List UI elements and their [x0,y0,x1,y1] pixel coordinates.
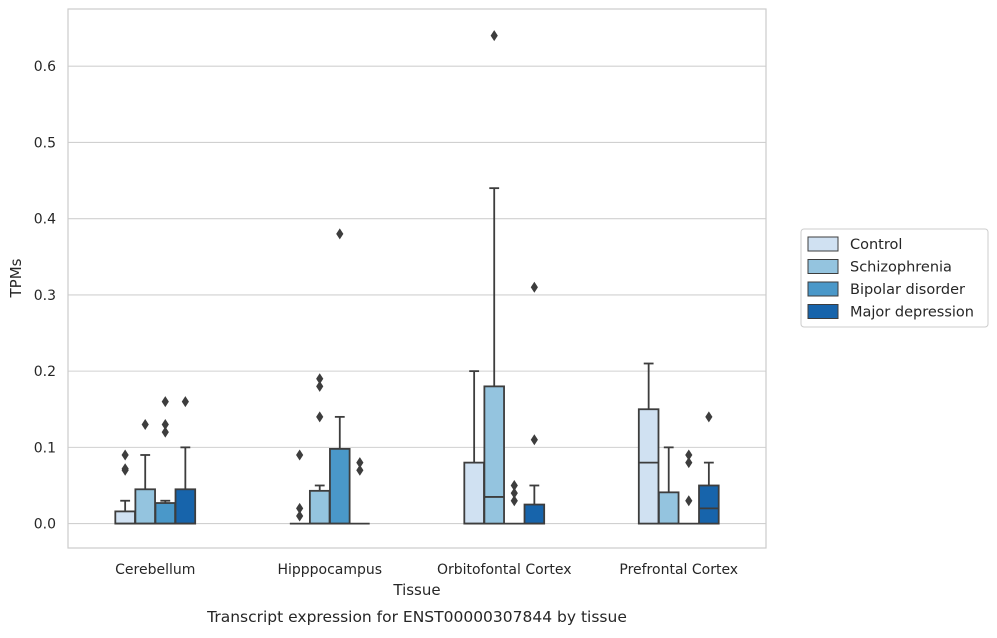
outlier-point [490,30,498,42]
box-2-1 [483,30,505,525]
box-0-3 [174,396,197,525]
box-body [698,484,720,525]
box-body [483,385,505,525]
legend-frame [800,228,989,328]
outlier-point [161,396,169,408]
legend-swatch [807,304,839,319]
box-3-1 [657,446,680,525]
box-body [523,503,546,525]
y-axis-label: TPMs [7,258,25,298]
outlier-point [510,495,518,507]
box-3-0 [637,362,660,525]
y-tick-label: 0.4 [34,212,56,228]
outlier-point [685,495,693,507]
y-tick-label: 0.0 [34,517,56,533]
figure-caption: Transcript expression for ENST0000030784… [206,608,627,626]
grid-lines [68,65,766,525]
y-tick-label: 0.6 [34,59,56,75]
legend-label: Control [850,237,902,253]
x-tick-label: Prefrontal Cortex [619,562,738,578]
box-body [174,488,197,525]
outlier-point [685,457,693,469]
x-tick-label: Cerebellum [115,562,195,578]
box-0-2 [154,396,177,525]
box-body [463,461,485,525]
outlier-point [161,426,169,438]
outlier-point [356,457,364,469]
box-1-3 [350,457,370,525]
outlier-point [510,479,518,491]
box-body [114,510,136,525]
box-2-0 [463,370,485,525]
y-tick-labels: 0.0 0.1 0.2 0.3 0.4 0.5 0.6 [34,59,56,532]
y-tick-label: 0.1 [34,440,56,456]
plot-frame [67,8,767,549]
legend-swatch [807,259,839,274]
legend-swatch [807,281,839,297]
box-0-1 [134,418,156,525]
outlier-point [296,502,304,514]
x-tick-label: Orbitofontal Cortex [437,562,572,578]
box-3-2 [678,449,699,525]
outlier-point [530,434,538,446]
box-1-0 [289,449,310,525]
box-1-2 [329,228,351,525]
box-body [657,491,680,525]
outlier-point [316,373,324,385]
outlier-point [685,449,693,461]
x-axis-label: Tissue [392,581,440,599]
box-body [329,447,351,525]
legend-label: Schizophrenia [850,260,952,276]
x-tick-label: Hipppocampus [277,562,382,578]
outlier-point [296,510,304,522]
outlier-point [296,449,304,461]
legend-label: Major depression [850,305,974,321]
box-2-2 [504,479,525,525]
outlier-point [336,228,344,240]
box-2-3 [523,281,546,525]
outlier-point [141,418,149,430]
y-tick-label: 0.5 [34,135,56,151]
outlier-point [121,463,129,475]
legend-swatch [807,236,839,252]
outlier-point [356,464,364,476]
y-tick-label: 0.3 [34,288,56,304]
box-body [134,488,156,525]
box-groups [114,30,720,525]
box-0-0 [114,449,136,525]
outlier-point [316,411,324,423]
legend: Control Schizophrenia Bipolar disorder Majo… [800,228,989,328]
outlier-point [510,487,518,499]
box-body [308,489,331,525]
outlier-point [705,411,713,423]
box-3-3 [698,411,720,525]
legend-label: Bipolar disorder [850,282,965,298]
box-body [154,502,177,525]
outlier-point [316,380,324,392]
box-1-1 [308,373,331,525]
outlier-point [161,418,169,430]
y-tick-label: 0.2 [34,364,56,380]
outlier-point [530,281,538,293]
outlier-point [181,396,189,408]
box-body [637,408,660,525]
x-tick-labels: Cerebellum Hipppocampus Orbitofontal Corte… [115,562,738,578]
outlier-point [121,449,129,461]
